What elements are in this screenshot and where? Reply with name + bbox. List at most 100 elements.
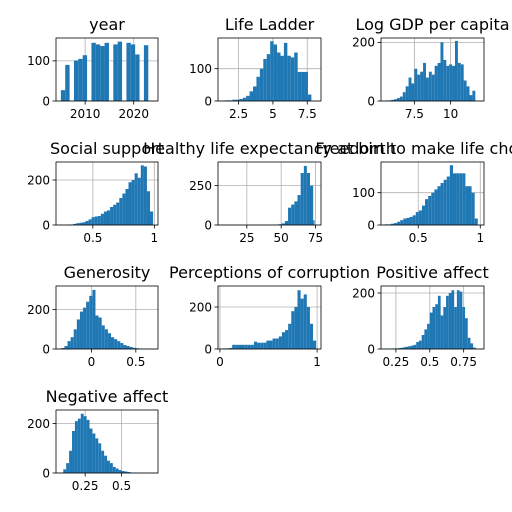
histogram-bar bbox=[468, 186, 472, 225]
histogram-bar bbox=[285, 330, 289, 349]
histogram-bar bbox=[446, 295, 449, 349]
histogram-bar bbox=[260, 342, 264, 349]
histogram-bar bbox=[263, 59, 267, 101]
histogram-bar bbox=[313, 340, 317, 349]
histogram-bar bbox=[410, 345, 414, 349]
histogram-bar bbox=[390, 223, 395, 225]
histogram-bar bbox=[400, 220, 404, 225]
histogram-panel: 2.5 5 7.5 0 100 Life Ladder bbox=[189, 15, 322, 121]
histogram-bar bbox=[446, 65, 450, 101]
histogram-bar bbox=[82, 222, 86, 225]
histogram-bar bbox=[76, 319, 80, 349]
histogram-bar bbox=[408, 346, 411, 349]
axes-frame bbox=[380, 37, 485, 102]
histogram-bar bbox=[112, 466, 116, 473]
histogram-bar bbox=[440, 315, 444, 349]
histogram-bar bbox=[429, 312, 433, 349]
histogram-bar bbox=[457, 62, 461, 101]
x-tick-label: 2.5 bbox=[229, 107, 248, 121]
axes-frame bbox=[217, 285, 322, 350]
axes-frame bbox=[217, 161, 322, 226]
histogram-bar bbox=[454, 307, 457, 349]
x-tick-label: 5 bbox=[269, 107, 277, 121]
histogram-bar bbox=[83, 307, 87, 349]
histogram-bar bbox=[65, 64, 70, 101]
histogram-bar bbox=[434, 189, 438, 225]
histogram-bar bbox=[281, 332, 286, 349]
histogram-bar bbox=[95, 315, 99, 349]
y-tick-label: 100 bbox=[27, 54, 50, 68]
x-tick-label: 0.25 bbox=[72, 479, 99, 493]
histogram-bar bbox=[465, 318, 468, 349]
histogram-bar bbox=[79, 311, 84, 349]
x-tick-label: 0 bbox=[216, 355, 224, 369]
histogram-panel: 7.5 10 0 200 Log GDP per capita bbox=[352, 15, 509, 121]
histogram-bar bbox=[300, 298, 304, 349]
histogram-bar bbox=[399, 347, 403, 349]
y-tick-label: 0 bbox=[367, 342, 375, 356]
histogram-bar bbox=[110, 207, 114, 225]
panel-title: Social support bbox=[50, 139, 164, 158]
histogram-bar bbox=[116, 202, 120, 225]
histogram-bar bbox=[266, 54, 271, 101]
histogram-bar bbox=[473, 347, 476, 349]
histogram-bar bbox=[107, 333, 111, 349]
histogram-bar bbox=[117, 341, 121, 349]
histogram-bar bbox=[95, 438, 99, 473]
histogram-bar bbox=[284, 221, 289, 225]
histogram-panel: 0.5 1 0 100 Freedom to make life choices bbox=[315, 139, 512, 245]
histogram-bar bbox=[462, 173, 466, 225]
axes-frame bbox=[55, 161, 159, 226]
histogram-bar bbox=[66, 463, 70, 473]
histogram-bar bbox=[135, 54, 140, 101]
histogram-bar bbox=[146, 191, 151, 225]
histogram-bar bbox=[72, 431, 75, 473]
histogram-bar bbox=[397, 348, 400, 349]
panel-title: Perceptions of corruption bbox=[169, 263, 370, 282]
histogram-bar bbox=[89, 295, 93, 349]
histogram-bar bbox=[92, 289, 96, 349]
x-tick-label: 0.5 bbox=[409, 231, 428, 245]
histogram-bar bbox=[470, 343, 474, 349]
panel-title: Generosity bbox=[64, 263, 151, 282]
panel-title: Healthy life expectancy at birth bbox=[143, 139, 396, 158]
histogram-bar bbox=[291, 311, 295, 349]
histogram-bar bbox=[83, 416, 87, 473]
panel-title: Positive affect bbox=[376, 263, 489, 282]
y-tick-label: 0 bbox=[204, 342, 212, 356]
histogram-bar bbox=[443, 59, 447, 101]
histogram-bar bbox=[86, 301, 90, 349]
histogram-bar bbox=[307, 94, 312, 101]
histogram-bar bbox=[460, 64, 464, 101]
histogram-bar bbox=[408, 77, 412, 101]
histogram-bar bbox=[425, 199, 429, 225]
histogram-bar bbox=[397, 221, 401, 225]
histogram-bar bbox=[297, 195, 301, 225]
histogram-bar bbox=[273, 44, 278, 101]
histogram-bar bbox=[466, 86, 470, 101]
histogram-bar bbox=[294, 201, 298, 225]
histogram-bar bbox=[303, 165, 307, 225]
histogram-bar bbox=[402, 92, 406, 101]
histogram-bar bbox=[425, 77, 429, 101]
histogram-bar bbox=[123, 345, 127, 349]
histogram-bar bbox=[417, 74, 421, 101]
histogram-bar bbox=[235, 344, 239, 349]
histogram-bar bbox=[452, 65, 455, 101]
histogram-bar bbox=[396, 98, 400, 101]
histogram-bar bbox=[128, 182, 132, 225]
x-tick-label: 1 bbox=[150, 231, 158, 245]
histogram-bar bbox=[270, 41, 274, 101]
histogram-bar bbox=[443, 179, 447, 225]
x-tick-label: 7.5 bbox=[298, 107, 317, 121]
histogram-bar bbox=[129, 347, 133, 349]
histogram-bar bbox=[454, 40, 458, 101]
histogram-bar bbox=[290, 57, 295, 101]
histogram-bar bbox=[69, 450, 73, 473]
histogram-bar bbox=[306, 307, 310, 349]
y-tick-label: 200 bbox=[189, 300, 212, 314]
histogram-bar bbox=[418, 210, 422, 225]
histogram-bar bbox=[97, 216, 101, 225]
histogram-bar bbox=[452, 173, 457, 225]
histogram-panel: 0.5 1 0 200 Social support bbox=[27, 139, 164, 245]
